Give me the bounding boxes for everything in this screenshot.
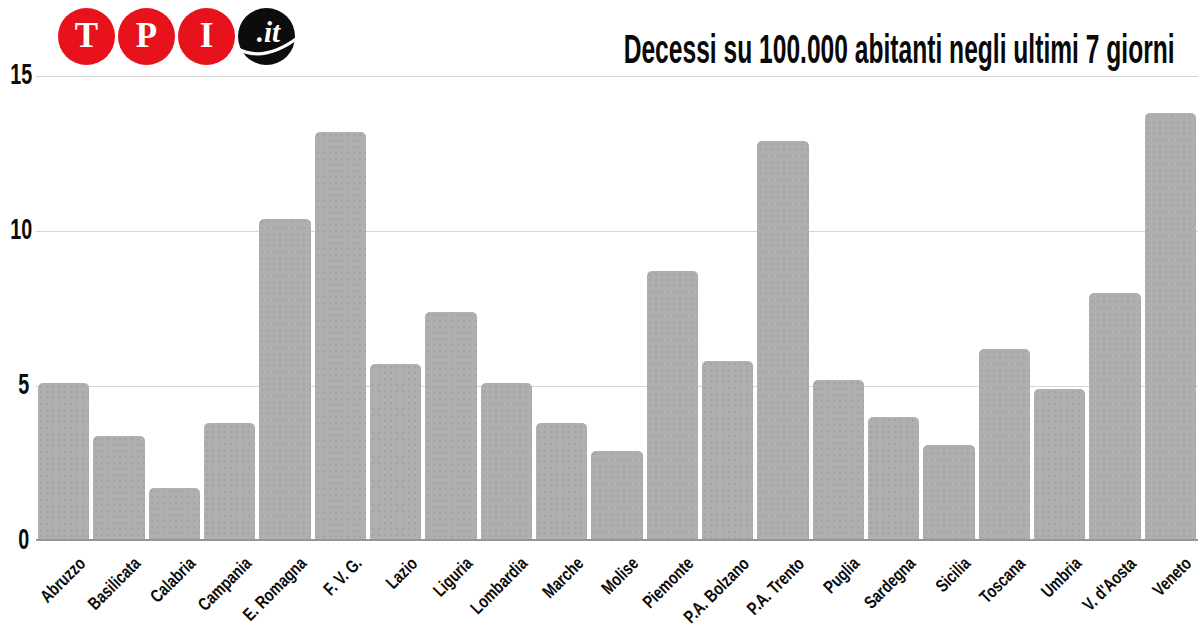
bar-abruzzo	[38, 383, 89, 541]
y-axis-tick-text: 5	[18, 368, 29, 401]
x-axis-label-text: Toscana	[977, 554, 1029, 606]
x-axis-label-text: Liguria	[430, 554, 476, 600]
bar-campania	[204, 423, 255, 541]
x-axis-label-text: Sicilia	[932, 554, 973, 595]
y-axis-tick-label-15: 15	[0, 58, 29, 91]
bar-umbria	[1034, 389, 1085, 541]
y-axis-tick-text: 10	[10, 213, 32, 246]
bar-veneto	[1145, 113, 1196, 541]
x-axis-label-text: Marche	[539, 554, 586, 601]
x-axis-label-text: Calabria	[147, 554, 199, 606]
gridline-15	[36, 76, 1198, 77]
bar-piemonte	[647, 271, 698, 541]
y-axis-tick-text: 0	[18, 523, 29, 556]
bar-p-a-trento	[757, 141, 808, 541]
bar-p-a-bolzano	[702, 361, 753, 541]
bar-marche	[536, 423, 587, 541]
bar-chart: 051015AbruzzoBasilicataCalabriaCampaniaE…	[0, 0, 1200, 630]
bar-calabria	[149, 488, 200, 541]
y-axis-tick-label-0: 0	[0, 523, 29, 556]
bar-toscana	[979, 349, 1030, 541]
bar-puglia	[813, 380, 864, 541]
bar-lazio	[370, 364, 421, 541]
x-axis-label-text: Puglia	[821, 554, 864, 597]
x-axis-label-text: F. V. G.	[320, 554, 365, 599]
x-axis-label-text: Veneto	[1150, 554, 1195, 599]
x-axis-label-text: Sardegna	[860, 554, 918, 612]
bar-f-v-g	[315, 132, 366, 541]
infographic-canvas: T P I .it Decessi su 100.000 abitanti ne…	[0, 0, 1200, 630]
bar-liguria	[425, 312, 476, 541]
bar-sicilia	[923, 445, 974, 541]
bar-basilicata	[93, 436, 144, 541]
x-axis-label-text: Umbria	[1037, 554, 1084, 601]
y-axis-tick-label-5: 5	[0, 368, 29, 401]
x-axis-label-text: Lazio	[382, 554, 420, 592]
y-axis-tick-label-10: 10	[0, 213, 29, 246]
bar-lombardia	[481, 383, 532, 541]
bar-molise	[591, 451, 642, 541]
x-axis-line	[36, 539, 1198, 541]
bar-v-d-aosta	[1089, 293, 1140, 541]
bar-sardegna	[868, 417, 919, 541]
x-axis-label-text: Abruzzo	[37, 554, 89, 606]
bar-e-romagna	[259, 219, 310, 541]
x-axis-label-text: Molise	[598, 554, 642, 598]
gridline-10	[36, 231, 1198, 232]
y-axis-tick-text: 15	[10, 58, 32, 91]
